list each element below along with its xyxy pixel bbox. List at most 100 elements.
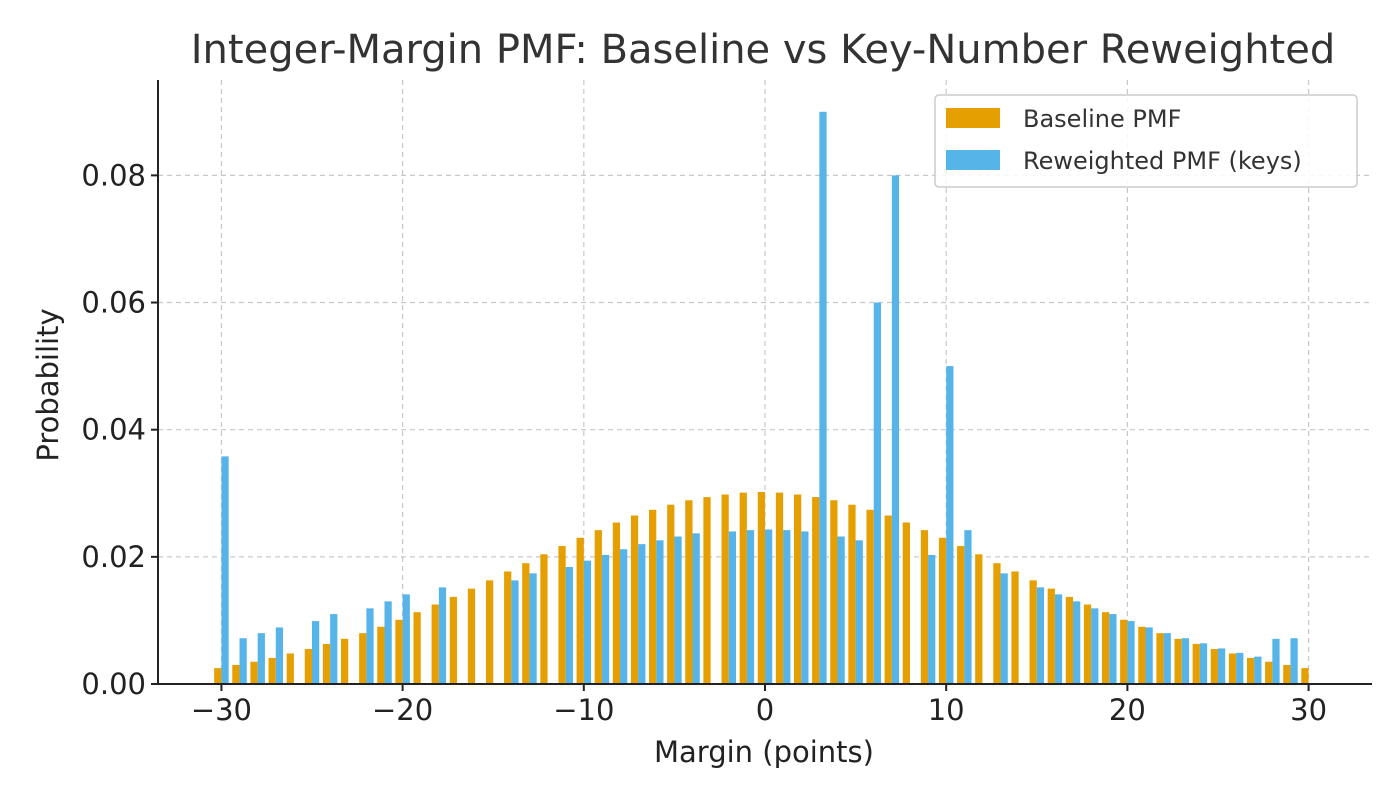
- bar-baseline: [522, 563, 530, 684]
- bar-baseline: [504, 571, 512, 684]
- x-tick-label: −20: [372, 693, 433, 727]
- bar-reweighted: [1054, 594, 1063, 684]
- bar-baseline: [341, 638, 349, 684]
- bar-baseline: [576, 537, 584, 684]
- bar-baseline: [1047, 588, 1055, 684]
- bar-baseline: [1065, 596, 1074, 684]
- bar-baseline: [812, 497, 820, 684]
- bar-baseline: [630, 515, 639, 684]
- x-axis-label: Margin (points): [654, 735, 874, 769]
- legend-swatch-reweighted: [946, 150, 1000, 170]
- bar-baseline: [1120, 619, 1128, 684]
- bar-reweighted: [275, 627, 284, 684]
- bar-reweighted: [1000, 573, 1008, 684]
- bar-reweighted: [438, 587, 447, 684]
- bar-baseline: [649, 509, 657, 684]
- bar-baseline: [1011, 571, 1019, 684]
- bar-reweighted: [855, 540, 863, 684]
- bar-baseline: [902, 522, 910, 684]
- bar-reweighted: [946, 366, 954, 684]
- bar-baseline: [359, 633, 367, 684]
- bar-reweighted: [674, 536, 682, 684]
- bar-baseline: [485, 580, 494, 684]
- legend: Baseline PMF Reweighted PMF (keys): [934, 94, 1358, 188]
- legend-swatch-baseline: [946, 108, 1000, 128]
- bar-reweighted: [819, 111, 827, 685]
- bar-reweighted: [692, 533, 700, 684]
- bar-baseline: [757, 491, 765, 684]
- y-tick-label: 0.02: [81, 540, 146, 574]
- bar-reweighted: [638, 544, 646, 684]
- bar-baseline: [1246, 657, 1255, 684]
- bar-baseline: [395, 619, 403, 684]
- bar-reweighted: [1091, 608, 1099, 684]
- bar-reweighted: [1163, 633, 1171, 684]
- bar-baseline: [214, 668, 222, 684]
- y-tick-label: 0.04: [81, 413, 146, 447]
- bar-reweighted: [1217, 648, 1226, 684]
- y-tick-label: 0.00: [81, 667, 146, 701]
- bar-reweighted: [529, 573, 537, 684]
- bar-reweighted: [891, 175, 900, 684]
- bar-baseline: [1210, 649, 1218, 684]
- legend-label-baseline: Baseline PMF: [1023, 105, 1181, 133]
- bar-baseline: [866, 509, 874, 684]
- bar-reweighted: [1036, 587, 1045, 684]
- bar-reweighted: [728, 531, 737, 684]
- bar-reweighted: [511, 580, 519, 684]
- bar-reweighted: [330, 614, 338, 684]
- bar-reweighted: [746, 530, 755, 684]
- bar-baseline: [993, 563, 1001, 684]
- bar-baseline: [1265, 661, 1273, 684]
- bar-reweighted: [1254, 656, 1262, 684]
- legend-frame: [934, 94, 1358, 188]
- bar-baseline: [286, 653, 294, 684]
- bar-reweighted: [801, 531, 809, 684]
- bar-baseline: [884, 515, 892, 684]
- bar-reweighted: [1272, 638, 1280, 684]
- x-tick-label: −10: [553, 693, 614, 727]
- bar-baseline: [1228, 653, 1237, 684]
- bar-baseline: [793, 494, 802, 684]
- bar-baseline: [268, 657, 276, 684]
- bar-baseline: [721, 494, 729, 684]
- bar-baseline: [703, 497, 711, 684]
- bar-reweighted: [765, 529, 773, 684]
- bar-reweighted: [1145, 627, 1153, 684]
- bar-baseline: [467, 588, 476, 684]
- bar-baseline: [830, 500, 838, 684]
- bar-baseline: [775, 492, 784, 684]
- bar-baseline: [685, 500, 693, 684]
- bar-baseline: [612, 522, 621, 684]
- bar-reweighted: [384, 601, 392, 684]
- ticks: −30 −20 −10 0 10 20 30 0.00 0.02 0.04 0.06 0.08: [81, 158, 1327, 727]
- bars: [214, 111, 1309, 685]
- bar-reweighted: [239, 638, 247, 684]
- bar-baseline: [667, 504, 675, 684]
- bar-baseline: [1102, 612, 1110, 684]
- bar-baseline: [1301, 668, 1309, 684]
- bar-baseline: [1174, 638, 1182, 684]
- bar-reweighted: [1181, 638, 1189, 684]
- bar-baseline: [1138, 626, 1146, 684]
- bar-reweighted: [837, 536, 845, 684]
- x-tick-label: −30: [191, 693, 252, 727]
- bar-baseline: [1156, 633, 1164, 684]
- bar-baseline: [377, 626, 385, 684]
- bar-baseline: [250, 661, 258, 684]
- bar-baseline: [1029, 580, 1037, 684]
- chart-title: Integer-Margin PMF: Baseline vs Key-Numb…: [191, 27, 1335, 73]
- bar-reweighted: [1127, 621, 1135, 684]
- bar-reweighted: [620, 549, 628, 684]
- bar-reweighted: [783, 530, 791, 684]
- y-axis-label: Probability: [31, 308, 65, 461]
- bar-reweighted: [928, 554, 936, 684]
- bar-baseline: [938, 537, 947, 684]
- bar-reweighted: [221, 456, 229, 684]
- bar-reweighted: [402, 594, 410, 684]
- bar-reweighted: [1109, 614, 1117, 684]
- bar-baseline: [558, 546, 566, 684]
- bar-reweighted: [1199, 643, 1208, 684]
- bar-baseline: [1192, 643, 1200, 684]
